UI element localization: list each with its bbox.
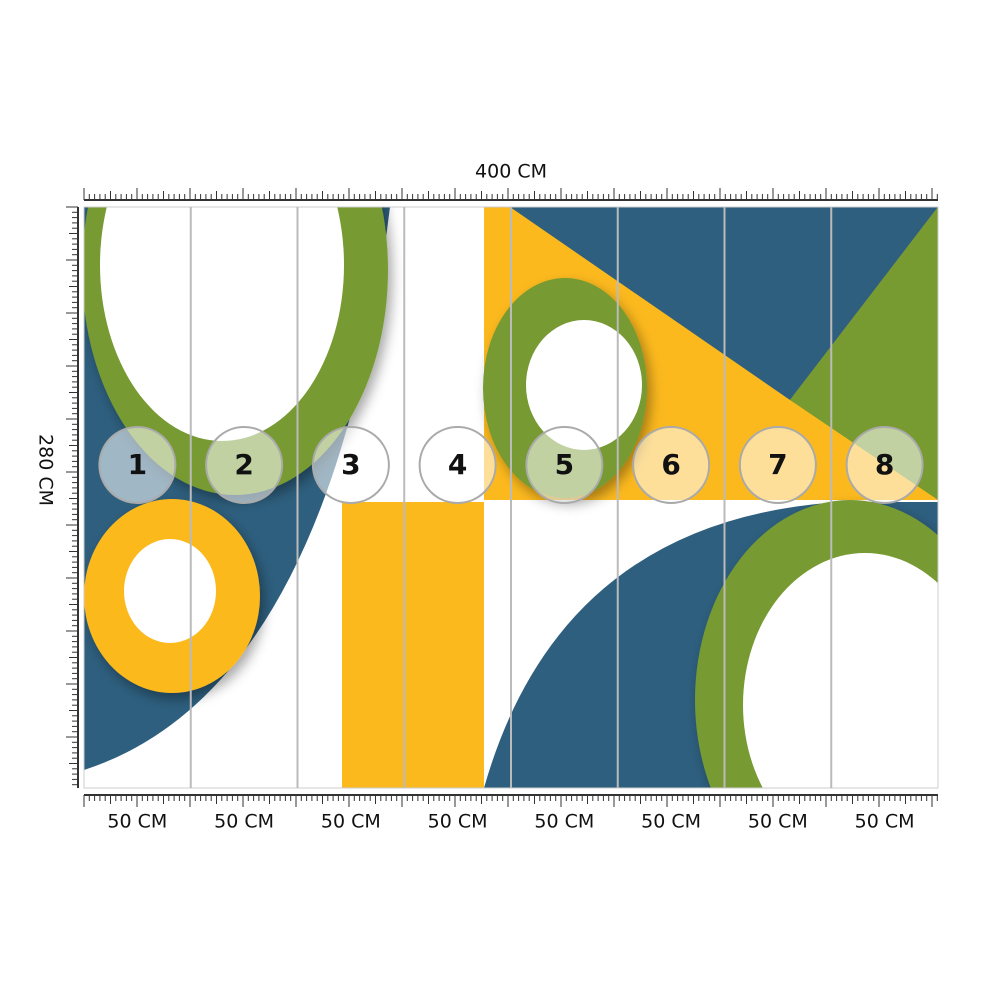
- panel-badge: [525, 426, 604, 504]
- panel-width: 50 CM: [748, 811, 808, 833]
- panel-width: 50 CM: [107, 811, 167, 833]
- panel-badge: [311, 426, 390, 504]
- panel-badge: [845, 426, 924, 504]
- panel-width: 50 CM: [855, 811, 915, 833]
- panel-width: 50 CM: [641, 811, 701, 833]
- panel-number: 7: [768, 448, 787, 481]
- panel-number: 2: [234, 448, 253, 481]
- height-label: 280 CM: [35, 434, 57, 506]
- panel-badge: [418, 426, 497, 504]
- panel-badge: [738, 426, 817, 504]
- panel-width: 50 CM: [534, 811, 594, 833]
- panels: 1 50 CM 2 50 CM 3 50 CM 4 50 CM 5 50 CM 6 50 CM 7 50 …: [98, 207, 924, 833]
- panel-width: 50 CM: [214, 811, 274, 833]
- panel-number: 4: [448, 448, 467, 481]
- panel-number: 1: [128, 448, 147, 481]
- panel-number: 8: [875, 448, 894, 481]
- panel-badge: [632, 426, 711, 504]
- panel-number: 5: [555, 448, 574, 481]
- panel-badge: [205, 426, 284, 504]
- panel-number: 3: [341, 448, 360, 481]
- panel-width: 50 CM: [321, 811, 381, 833]
- panel-width: 50 CM: [428, 811, 488, 833]
- panel-number: 6: [661, 448, 680, 481]
- panel-badge: [98, 426, 177, 504]
- rulers: [66, 188, 938, 807]
- width-label: 400 CM: [475, 161, 547, 183]
